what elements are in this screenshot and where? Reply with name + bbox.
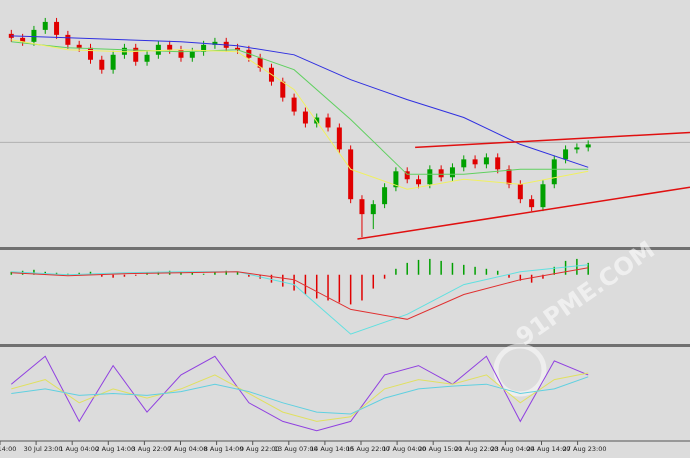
x-tick-label: 1 Aug 04:00	[59, 445, 99, 453]
candle-body	[336, 127, 342, 150]
candle-body	[370, 204, 376, 215]
candle-body	[257, 57, 263, 68]
trend-line	[415, 131, 690, 149]
candle-body	[359, 199, 365, 215]
candle-body	[348, 149, 354, 200]
panel-separator	[0, 247, 690, 250]
x-tick-label: 2 Aug 14:00	[95, 445, 135, 453]
candle-body	[529, 199, 535, 208]
candle-body	[76, 44, 82, 48]
candle-body	[483, 157, 489, 165]
candle-body	[472, 159, 478, 165]
candle-body	[461, 159, 467, 168]
candle-body	[201, 44, 207, 52]
panel-separator	[0, 344, 690, 347]
x-tick-label: 14:00	[0, 445, 16, 453]
indicator-line	[11, 35, 589, 168]
candle-body	[178, 49, 184, 58]
x-tick-label: 24 Aug 14:00	[527, 445, 571, 453]
candle-body	[438, 169, 444, 178]
x-tick-label: 8 Aug 14:00	[204, 445, 244, 453]
x-tick-label: 9 Aug 22:00	[240, 445, 280, 453]
x-tick-label: 7 Aug 04:00	[168, 445, 208, 453]
x-tick-label: 20 Aug 15:00	[418, 445, 462, 453]
candle-body	[42, 21, 48, 30]
indicator-line	[11, 267, 589, 320]
indicator-line	[11, 376, 589, 415]
x-tick-label: 13 Aug 07:00	[274, 445, 318, 453]
candle-body	[121, 47, 127, 55]
candle-body	[551, 159, 557, 185]
candle-body	[449, 167, 455, 178]
candle-body	[416, 179, 422, 185]
x-tick-label: 30 Jul 23:00	[24, 445, 63, 453]
candle-body	[382, 187, 388, 205]
indicator-line	[11, 264, 589, 335]
candle-body	[563, 149, 569, 160]
x-tick-label: 21 Aug 22:00	[454, 445, 498, 453]
candle-body	[427, 169, 433, 185]
candle-body	[506, 169, 512, 185]
candle-body	[235, 47, 241, 50]
candle-body	[302, 111, 308, 124]
candle-body	[155, 44, 161, 55]
indicator-line	[11, 41, 589, 175]
indicator-line	[11, 372, 589, 422]
x-tick-label: 3 Aug 22:00	[132, 445, 172, 453]
candle-body	[144, 54, 150, 62]
candle-body	[87, 47, 93, 60]
x-tick-label: 17 Aug 04:00	[382, 445, 426, 453]
candle-body	[585, 144, 591, 148]
candle-body	[314, 117, 320, 124]
candle-body	[212, 41, 218, 45]
candle-body	[133, 47, 139, 62]
candle-body	[404, 171, 410, 180]
x-tick-label: 14 Aug 14:00	[310, 445, 354, 453]
trend-line	[357, 186, 690, 240]
candle-body	[325, 117, 331, 128]
candle-body	[291, 97, 297, 112]
candle-body	[517, 184, 523, 200]
candle-body	[54, 21, 60, 35]
candle-body	[540, 184, 546, 208]
candle-body	[167, 44, 173, 50]
watermark-logo	[493, 343, 547, 397]
indicator-line	[10, 355, 589, 432]
candle-body	[280, 81, 286, 98]
candle-body	[20, 37, 26, 42]
indicator-line	[11, 39, 589, 190]
x-tick-label: 15 Aug 22:00	[346, 445, 390, 453]
candle-body	[65, 34, 71, 45]
candle-body	[110, 54, 116, 70]
candle-body	[393, 171, 399, 188]
candle-body	[99, 59, 105, 70]
candle-body	[31, 29, 37, 42]
candle-body	[574, 147, 580, 150]
candle-body	[189, 51, 195, 58]
x-tick-label: 27 Aug 23:00	[563, 445, 607, 453]
candle-body	[495, 157, 501, 170]
x-tick-label: 23 Aug 04:00	[490, 445, 534, 453]
